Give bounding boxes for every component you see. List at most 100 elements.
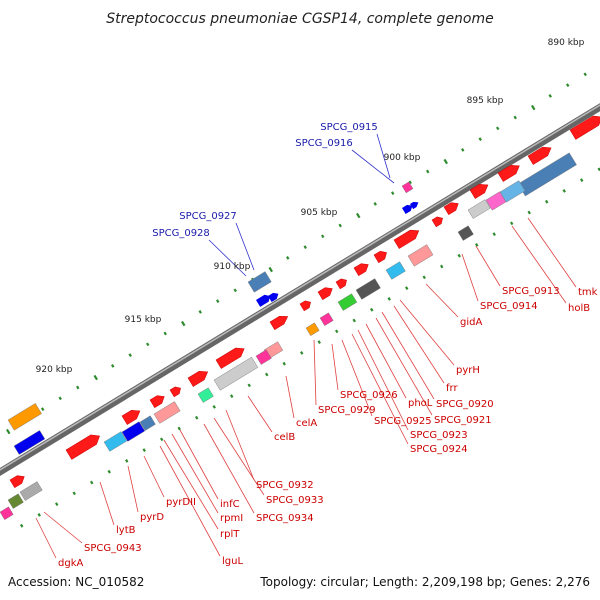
leader-line: [203, 423, 255, 514]
scale-tick: [212, 405, 216, 409]
scale-tick: [107, 469, 111, 474]
gene-label-spcg-0923: SPCG_0923: [410, 430, 468, 441]
scale-tick: [335, 329, 339, 334]
accession-text: Accession: NC_010582: [8, 575, 144, 589]
scale-tick: [583, 72, 587, 77]
scale-tick: [177, 426, 181, 431]
feature-box: [337, 293, 358, 311]
scale-label-900-kbp: 900 kbp: [384, 153, 421, 163]
gene-arrow: [317, 287, 333, 301]
gene-arrow: [9, 475, 25, 489]
gene-arrow-blue: [402, 204, 413, 214]
gene-label-spcg-0933: SPCG_0933: [266, 495, 324, 506]
gene-label-rplt: rplT: [220, 529, 240, 540]
feature-box: [517, 152, 577, 197]
gene-arrow: [149, 395, 165, 409]
gene-label-holb: holB: [568, 303, 590, 314]
gene-arrow: [169, 386, 181, 398]
gene-label-spcg-0932: SPCG_0932: [256, 480, 314, 491]
leader-line: [285, 375, 295, 419]
scale-label-910-kbp: 910 kbp: [214, 262, 251, 272]
gene-label-lytb: lytB: [116, 525, 136, 536]
genome-backbone: [0, 103, 600, 477]
leader-line: [511, 225, 567, 304]
gene-label-cela: celA: [296, 418, 317, 429]
scale-tick: [247, 383, 251, 388]
gene-label-spcg-0925: SPCG_0925: [374, 416, 432, 427]
scale-tick: [5, 428, 11, 435]
gene-label-gida: gidA: [460, 317, 482, 328]
leader-line: [376, 133, 391, 179]
gene-arrow: [121, 410, 141, 425]
leader-line: [235, 222, 255, 271]
leader-line: [341, 339, 373, 417]
map-title: Streptococcus pneumoniae CGSP14, complet…: [106, 11, 494, 27]
leader-line: [351, 333, 409, 445]
gene-arrow: [497, 164, 520, 182]
scale-tick: [513, 115, 517, 120]
scale-label-895-kbp: 895 kbp: [467, 96, 504, 106]
scale-tick: [72, 491, 76, 496]
scale-tick: [597, 167, 600, 172]
scale-label-890-kbp: 890 kbp: [548, 38, 585, 48]
feature-box: [7, 403, 42, 431]
scale-tick: [579, 178, 584, 182]
leader-line: [143, 455, 165, 498]
gene-arrow-blue: [410, 201, 419, 210]
scale-tick: [93, 374, 98, 381]
scale-tick: [562, 189, 566, 193]
scale-tick: [160, 437, 164, 442]
scale-tick: [233, 288, 237, 293]
leader-line: [35, 517, 57, 559]
scale-tick: [142, 448, 146, 452]
scale-tick: [58, 396, 62, 401]
gene-label-rpmi: rpmI: [220, 513, 243, 524]
gene-label-infc: infC: [220, 499, 240, 510]
scale-tick: [496, 126, 500, 131]
scale-tick: [457, 253, 461, 258]
leader-line: [381, 311, 435, 400]
gene-arrow: [187, 370, 209, 387]
gene-label-pyrh: pyrH: [456, 365, 480, 376]
gene-label-spcg-0928: SPCG_0928: [152, 228, 210, 239]
scale-tick: [41, 407, 45, 411]
genome-summary-text: Topology: circular; Length: 2,209,198 bp…: [259, 575, 590, 589]
gene-arrow: [373, 250, 387, 264]
gene-label-lgul: lguL: [222, 556, 243, 567]
scale-tick: [286, 256, 290, 260]
leader-line: [375, 317, 433, 416]
leader-line: [127, 465, 139, 513]
scale-tick: [373, 202, 377, 206]
gene-arrow: [353, 263, 369, 277]
scale-tick: [265, 372, 269, 377]
scale-tick: [531, 104, 536, 111]
scale-tick: [321, 234, 325, 239]
scale-tick: [387, 297, 391, 301]
scale-tick: [37, 513, 41, 517]
gene-label-spcg-0929: SPCG_0929: [318, 405, 376, 416]
leader-line: [213, 417, 265, 496]
gene-label-spcg-0926: SPCG_0926: [340, 390, 398, 401]
scale-tick: [282, 361, 286, 366]
scale-label-915-kbp: 915 kbp: [125, 315, 162, 325]
gene-arrow: [299, 300, 311, 312]
gene-label-spcg-0934: SPCG_0934: [256, 513, 314, 524]
scale-tick: [352, 318, 356, 323]
gene-label-spcg-0916: SPCG_0916: [295, 138, 353, 149]
feature-box: [457, 225, 474, 241]
scale-tick: [391, 191, 395, 195]
label-leader-lines: [35, 133, 577, 559]
gene-label-spcg-0943: SPCG_0943: [84, 543, 142, 554]
leader-line: [393, 305, 445, 384]
feature-box: [247, 271, 272, 293]
feature-box: [213, 356, 259, 391]
scale-label-905-kbp: 905 kbp: [301, 208, 338, 218]
feature-box: [401, 181, 414, 194]
gene-arrow: [443, 202, 459, 216]
feature-box: [485, 191, 507, 211]
gene-arrow-blue: [268, 292, 279, 302]
gene-label-pyrdii: pyrDII: [166, 497, 196, 508]
leader-line: [171, 433, 219, 514]
